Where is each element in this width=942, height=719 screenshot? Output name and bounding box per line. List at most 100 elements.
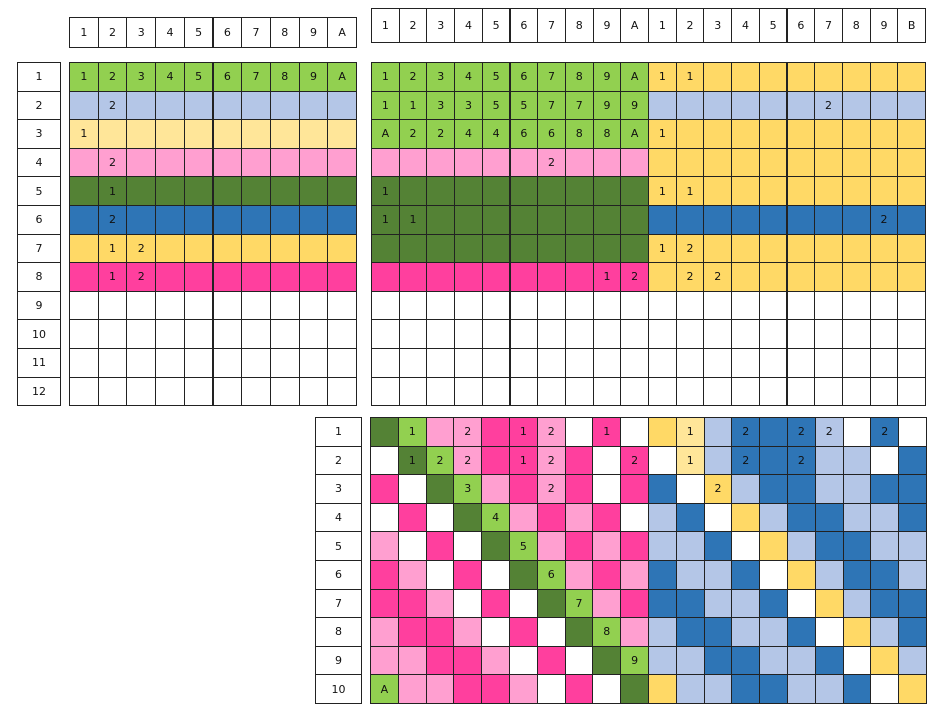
grid-cell: 1	[97, 176, 128, 206]
grid-cell	[759, 417, 788, 447]
grid-cell	[425, 474, 455, 504]
grid-cell	[592, 502, 622, 533]
grid-cell	[786, 319, 816, 349]
grid-cell	[69, 262, 99, 292]
grid-cell	[454, 205, 483, 235]
grid-cell	[841, 176, 871, 206]
column-header: 7	[814, 8, 843, 43]
grid-cell	[269, 233, 300, 264]
grid-cell	[592, 645, 622, 676]
grid-cell	[509, 588, 538, 619]
grid-cell	[592, 560, 622, 590]
grid-cell	[648, 348, 677, 378]
grid-cell	[69, 233, 99, 264]
grid-cell	[298, 90, 329, 121]
grid-cell	[183, 205, 214, 235]
grid-cell	[298, 176, 329, 206]
grid-cell	[454, 348, 483, 378]
row-header: 8	[17, 262, 61, 292]
grid-cell	[397, 588, 427, 619]
grid-cell	[814, 62, 843, 92]
grid-cell	[731, 290, 760, 321]
grid-cell	[155, 205, 185, 235]
grid-cell	[787, 674, 816, 704]
grid-cell	[731, 617, 761, 647]
grid-cell	[537, 290, 566, 321]
grid-cell	[97, 119, 128, 149]
column-header: 7	[241, 17, 271, 48]
grid-cell	[758, 205, 788, 235]
grid-cell	[509, 319, 539, 349]
grid-cell	[425, 674, 455, 704]
grid-cell	[703, 502, 733, 533]
grid-cell	[870, 560, 900, 590]
grid-cell	[703, 205, 733, 235]
grid-cell: 2	[814, 90, 843, 121]
grid-cell	[269, 205, 300, 235]
grid-cell	[183, 319, 214, 349]
grid-cell	[620, 205, 649, 235]
grid-cell	[787, 502, 816, 533]
grid-cell	[675, 674, 705, 704]
grid-cell	[398, 147, 428, 178]
column-header: 5	[758, 8, 788, 43]
grid-cell	[183, 233, 214, 264]
grid-cell	[69, 376, 99, 407]
grid-cell	[869, 147, 899, 178]
grid-cell	[269, 119, 300, 149]
grid-cell	[426, 233, 456, 264]
grid-cell	[155, 119, 185, 149]
column-header: 2	[398, 8, 428, 43]
grid-cell	[241, 119, 271, 149]
grid-cell: 2	[453, 417, 483, 447]
grid-cell	[841, 290, 871, 321]
grid-cell	[397, 617, 427, 647]
grid-cell	[620, 147, 649, 178]
grid-cell	[426, 147, 456, 178]
column-header: 5	[481, 8, 511, 43]
grid-cell: 1	[371, 205, 400, 235]
grid-cell: 1	[398, 205, 428, 235]
grid-cell: 9	[592, 62, 622, 92]
grid-cell	[620, 417, 649, 447]
grid-cell	[758, 147, 788, 178]
grid-cell	[703, 674, 733, 704]
column-header: 9	[592, 8, 622, 43]
grid-cell	[453, 531, 483, 561]
grid-cell	[703, 417, 733, 447]
grid-cell	[453, 617, 483, 647]
grid-cell: 1	[648, 233, 677, 264]
grid-cell	[759, 531, 788, 561]
grid-cell: 2	[787, 417, 816, 447]
grid-cell	[426, 176, 456, 206]
grid-cell	[481, 290, 511, 321]
row-header: 11	[17, 348, 61, 378]
grid-cell	[397, 531, 427, 561]
grid-cell	[620, 376, 649, 407]
grid-cell: 1	[69, 62, 99, 92]
grid-cell: A	[371, 119, 400, 149]
grid-cell: 6	[537, 119, 566, 149]
grid-cell	[620, 474, 649, 504]
grid-cell	[509, 502, 538, 533]
grid-cell	[759, 502, 788, 533]
grid-cell	[841, 319, 871, 349]
grid-cell	[370, 417, 399, 447]
grid-cell	[564, 674, 594, 704]
row-header: 9	[17, 290, 61, 321]
grid-cell	[454, 376, 483, 407]
grid-cell	[675, 502, 705, 533]
grid-cell: 1	[371, 62, 400, 92]
grid-cell	[759, 617, 788, 647]
column-header: 1	[648, 8, 677, 43]
grid-cell	[787, 560, 816, 590]
grid-cell	[648, 90, 677, 121]
grid-cell	[564, 319, 594, 349]
grid-cell	[481, 262, 511, 292]
grid-cell	[841, 90, 871, 121]
grid-cell: 5	[509, 531, 538, 561]
grid-cell	[897, 233, 926, 264]
grid-cell	[731, 205, 760, 235]
grid-cell	[841, 147, 871, 178]
column-header: 6	[786, 8, 816, 43]
